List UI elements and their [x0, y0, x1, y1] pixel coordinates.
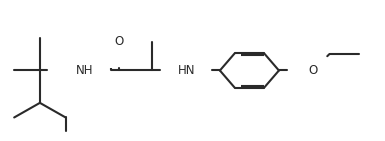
- Text: NH: NH: [76, 64, 94, 77]
- Text: HN: HN: [177, 64, 195, 77]
- Text: O: O: [114, 35, 123, 49]
- Text: O: O: [308, 64, 317, 77]
